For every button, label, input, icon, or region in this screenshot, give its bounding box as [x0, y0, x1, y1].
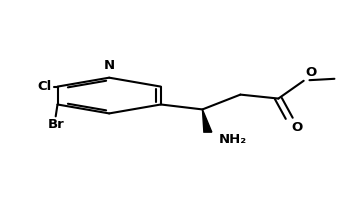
- Text: Br: Br: [47, 118, 64, 131]
- Text: O: O: [306, 66, 317, 79]
- Polygon shape: [203, 109, 212, 132]
- Text: NH₂: NH₂: [219, 133, 247, 146]
- Text: N: N: [103, 59, 115, 72]
- Text: O: O: [291, 121, 302, 134]
- Text: Cl: Cl: [38, 80, 52, 93]
